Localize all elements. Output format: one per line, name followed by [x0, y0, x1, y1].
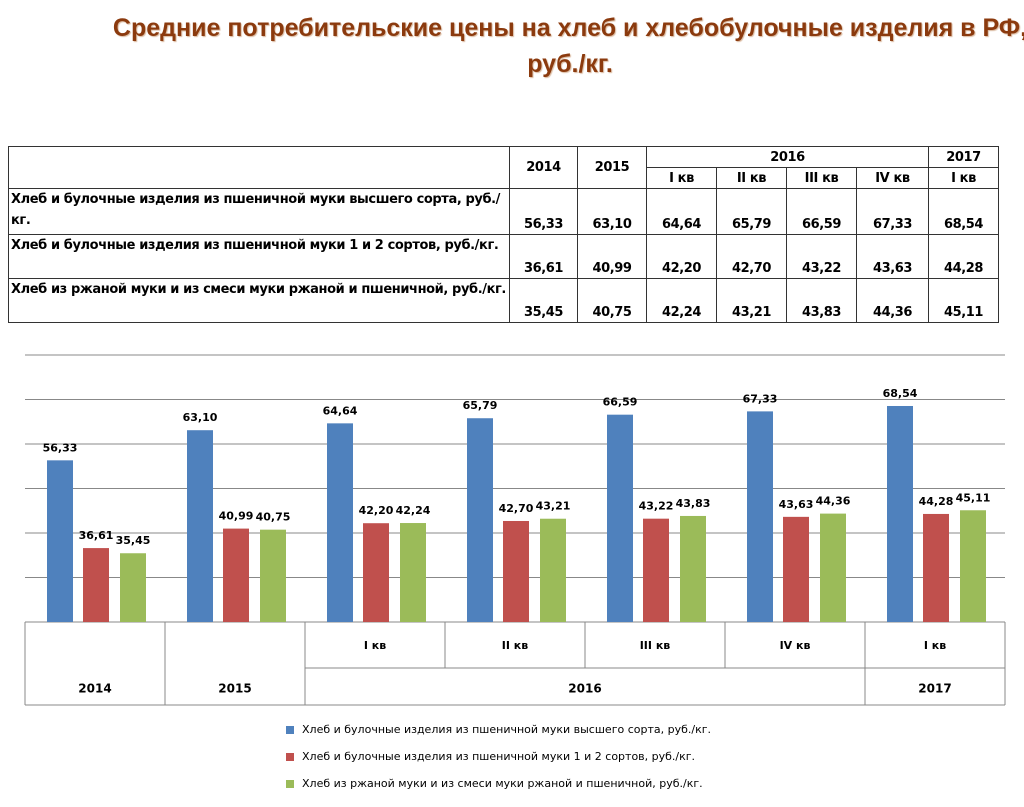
- legend-label: Хлеб из ржаной муки и из смеси муки ржан…: [302, 777, 703, 790]
- cell-value: 45,11: [928, 278, 999, 323]
- cell-value: 42,24: [646, 278, 717, 323]
- data-label: 44,36: [816, 495, 851, 508]
- cell-value: 35,45: [509, 278, 578, 323]
- cell-value: 43,21: [716, 278, 787, 323]
- bar: [607, 414, 633, 622]
- bar: [783, 516, 809, 622]
- data-label: 35,45: [116, 534, 151, 547]
- cell-value: 44,36: [856, 278, 929, 323]
- cell-value: 43,83: [786, 278, 857, 323]
- data-label: 42,24: [396, 504, 431, 517]
- cell-value: 36,61: [509, 234, 578, 279]
- quarter-header: I кв: [928, 167, 999, 189]
- cell-value: 64,64: [646, 188, 717, 235]
- legend-swatch: [286, 780, 294, 788]
- cell-value: 56,33: [509, 188, 578, 235]
- data-label: 44,28: [919, 495, 954, 508]
- data-label: 64,64: [323, 404, 358, 417]
- data-label: 66,59: [603, 396, 638, 409]
- bar: [327, 423, 353, 622]
- bar: [747, 411, 773, 622]
- data-label: 36,61: [79, 529, 114, 542]
- data-label: 40,99: [219, 510, 254, 523]
- data-label: 43,22: [639, 500, 674, 513]
- data-label: 42,20: [359, 504, 394, 517]
- group-label: 2014: [78, 682, 111, 696]
- data-label: 56,33: [43, 441, 78, 454]
- bar: [120, 553, 146, 622]
- bar: [467, 418, 493, 622]
- x-tick-label: I кв: [364, 639, 386, 652]
- bar: [643, 518, 669, 622]
- table-row: I кв II кв III кв IV кв I кв: [9, 167, 999, 189]
- bar: [503, 520, 529, 622]
- x-tick-label: III кв: [640, 639, 671, 652]
- legend-label: Хлеб и булочные изделия из пшеничной мук…: [302, 750, 695, 763]
- row-label: Хлеб и булочные изделия из пшеничной мук…: [8, 188, 510, 235]
- x-tick-label: II кв: [502, 639, 528, 652]
- bar: [400, 523, 426, 622]
- x-tick-label: IV кв: [780, 639, 811, 652]
- corner-cell: [8, 146, 510, 189]
- row-label: Хлеб и булочные изделия из пшеничной мук…: [8, 234, 510, 279]
- quarter-header: IV кв: [856, 167, 929, 189]
- data-label: 63,10: [183, 411, 218, 424]
- bar: [83, 548, 109, 622]
- cell-value: 44,28: [928, 234, 999, 279]
- bar: [820, 513, 846, 622]
- table-row: Хлеб и булочные изделия из пшеничной мук…: [8, 188, 999, 235]
- bar: [540, 518, 566, 622]
- x-tick-label: I кв: [924, 639, 946, 652]
- data-label: 43,83: [676, 497, 711, 510]
- cell-value: 65,79: [716, 188, 787, 235]
- price-table: 2014 2015 2016 2017 I кв II кв III кв IV кв I кв…: [8, 146, 999, 323]
- bar: [187, 430, 213, 622]
- slide-title: Средние потребительские цены на хлеб и х…: [112, 14, 1024, 78]
- data-label: 42,70: [499, 502, 534, 515]
- bar: [260, 529, 286, 622]
- data-label: 43,63: [779, 498, 814, 511]
- group-label: 2017: [918, 682, 951, 696]
- data-label: 40,75: [256, 511, 291, 524]
- table-row: Хлеб из ржаной муки и из смеси муки ржан…: [8, 278, 999, 323]
- cell-value: 63,10: [577, 188, 647, 235]
- bar: [960, 510, 986, 622]
- bar: [680, 515, 706, 622]
- legend-swatch: [286, 753, 294, 761]
- bar: [47, 460, 73, 622]
- data-label: 45,11: [956, 491, 991, 504]
- cell-value: 40,99: [577, 234, 647, 279]
- cell-value: 43,22: [786, 234, 857, 279]
- bar: [223, 528, 249, 622]
- group-label: 2015: [218, 682, 251, 696]
- bar: [923, 513, 949, 622]
- bar: [363, 523, 389, 622]
- row-label: Хлеб из ржаной муки и из смеси муки ржан…: [8, 278, 510, 323]
- table-row: 2014 2015 2016 2017: [8, 146, 999, 189]
- data-label: 67,33: [743, 392, 778, 405]
- data-label: 43,21: [536, 500, 571, 513]
- table-row: Хлеб и булочные изделия из пшеничной мук…: [8, 234, 999, 279]
- cell-value: 43,63: [856, 234, 929, 279]
- cell-value: 67,33: [856, 188, 929, 235]
- group-label: 2016: [568, 682, 601, 696]
- cell-value: 68,54: [928, 188, 999, 235]
- data-label: 68,54: [883, 387, 918, 400]
- data-label: 65,79: [463, 399, 498, 412]
- quarter-header: II кв: [716, 167, 787, 189]
- year-header: 2017: [928, 146, 999, 168]
- year-header: 2015: [577, 146, 647, 189]
- quarter-header: III кв: [786, 167, 857, 189]
- legend-swatch: [286, 726, 294, 734]
- legend-label: Хлеб и булочные изделия из пшеничной мук…: [302, 723, 711, 736]
- bar: [887, 405, 913, 622]
